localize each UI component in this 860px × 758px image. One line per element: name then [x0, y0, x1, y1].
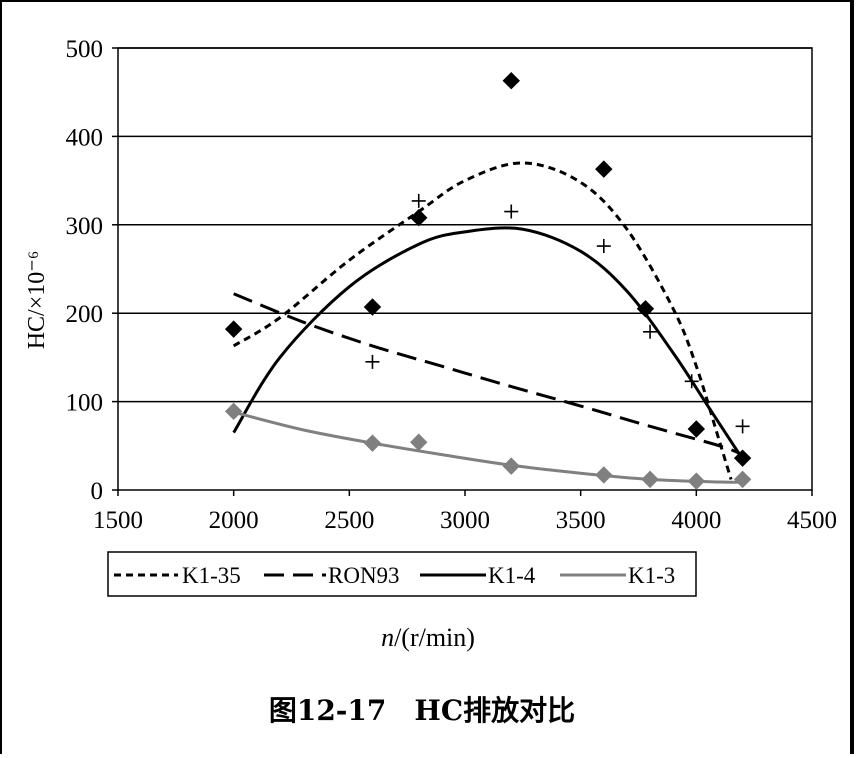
point-k1-3: [595, 466, 613, 484]
tick-labels: 1500 2000 2500 3000 3500 4000 4500 0 100 200 300 40…: [66, 36, 838, 534]
y-tick-label: 200: [66, 301, 104, 328]
point-ron93: [411, 193, 426, 208]
point-ron93: [365, 354, 380, 369]
point-k1-35: [224, 320, 243, 338]
y-tick-label: 400: [66, 124, 104, 151]
data-markers: [224, 72, 752, 490]
point-k1-35: [595, 160, 613, 178]
legend-label-k1-3: K1-3: [628, 563, 675, 588]
x-tick-label: 2000: [209, 507, 259, 534]
point-ron93: [504, 204, 519, 219]
point-k1-3: [733, 470, 752, 489]
point-k1-3: [363, 434, 382, 452]
y-axis-label: HC/×10⁻⁶: [24, 251, 50, 350]
axes: [112, 47, 813, 496]
x-tick-label: 3500: [556, 507, 606, 534]
trend-ron93: [233, 292, 744, 457]
legend-label-k1-35: K1-35: [182, 563, 241, 588]
trend-lines: [232, 161, 744, 484]
figure-caption: 图12-17 HC排放对比: [269, 694, 575, 727]
legend: K1-35 RON93 K1-4 K1-3: [107, 551, 697, 597]
point-k1-35: [410, 209, 428, 227]
grid-lines: [118, 47, 812, 403]
point-ron93: [643, 324, 658, 339]
x-tick-label: 4000: [671, 507, 721, 534]
point-k1-3: [224, 402, 243, 421]
trend-k1-3: [233, 410, 743, 484]
point-ron93: [735, 419, 750, 434]
point-ron93: [596, 239, 611, 254]
point-k1-35: [733, 449, 752, 467]
point-k1-3: [687, 472, 706, 490]
y-tick-label: 0: [91, 478, 104, 505]
x-tick-label: 1500: [93, 507, 143, 534]
trend-k1-4: [232, 226, 744, 460]
point-k1-35: [363, 298, 382, 316]
legend-label-k1-4: K1-4: [488, 563, 536, 588]
x-tick-label: 3000: [440, 507, 490, 534]
point-k1-35: [502, 72, 520, 90]
plot-area-border: [117, 47, 813, 491]
point-k1-3: [641, 470, 659, 489]
point-k1-35: [636, 300, 655, 318]
x-axis-label: n/(r/min): [381, 623, 475, 652]
legend-label-ron93: RON93: [328, 563, 400, 588]
point-k1-3: [502, 457, 520, 475]
trend-k1-35: [232, 161, 733, 480]
x-tick-label: 2500: [324, 507, 374, 534]
y-tick-label: 100: [66, 390, 104, 417]
y-tick-label: 300: [66, 213, 104, 240]
point-k1-3: [410, 433, 428, 451]
x-tick-label: 4500: [787, 507, 837, 534]
y-tick-label: 500: [66, 36, 104, 63]
point-k1-35: [687, 420, 706, 438]
point-ron93: [684, 374, 699, 389]
